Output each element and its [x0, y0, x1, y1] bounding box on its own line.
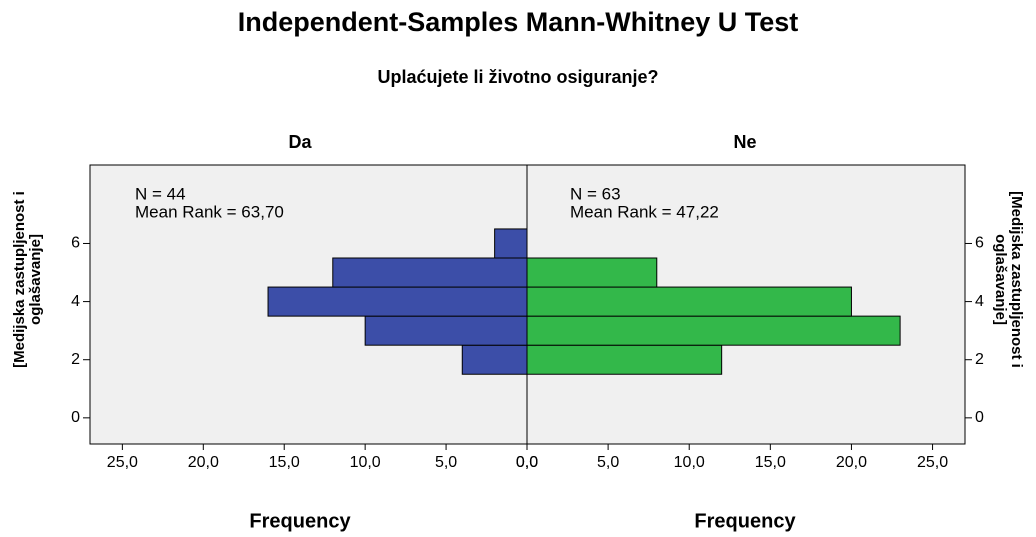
- x-axis-label: Frequency: [694, 510, 796, 532]
- y-tick-label: 0: [71, 409, 80, 426]
- annotation: N = 44: [135, 184, 186, 203]
- x-tick-label: 10,0: [350, 454, 381, 471]
- bar: [461, 344, 528, 375]
- bar: [526, 257, 658, 288]
- y2-axis-label: oglašavanje]: [992, 234, 1009, 325]
- y2-tick-label: 6: [975, 235, 984, 252]
- y2-tick-label: 2: [975, 351, 984, 368]
- y2-tick-label: 0: [975, 409, 984, 426]
- annotation: N = 63: [570, 184, 621, 203]
- x-tick-label: 15,0: [755, 454, 786, 471]
- annotation: Mean Rank = 63,70: [135, 202, 284, 221]
- y-tick-label: 6: [71, 235, 80, 252]
- y-axis-label: oglašavanje]: [27, 234, 44, 325]
- x-axis-label: Frequency: [249, 510, 351, 532]
- bar: [526, 286, 852, 317]
- x-tick-label: 20,0: [836, 454, 867, 471]
- x-tick-label: 10,0: [674, 454, 705, 471]
- annotation: Mean Rank = 47,22: [570, 202, 719, 221]
- x-tick-label: 0,0: [516, 454, 538, 471]
- y-tick-label: 4: [71, 293, 80, 310]
- chart-subtitle: Uplaćujete li životno osiguranje?: [377, 67, 658, 87]
- x-tick-label: 25,0: [107, 454, 138, 471]
- group-label: Ne: [733, 132, 756, 152]
- x-tick-label: 5,0: [597, 454, 619, 471]
- bar: [332, 257, 528, 288]
- chart-title: Independent-Samples Mann-Whitney U Test: [238, 7, 799, 37]
- x-tick-label: 15,0: [269, 454, 300, 471]
- y2-tick-label: 4: [975, 293, 984, 310]
- bar: [526, 315, 901, 346]
- x-tick-label: 25,0: [917, 454, 948, 471]
- y-tick-label: 2: [71, 351, 80, 368]
- bar: [494, 228, 528, 259]
- bar: [267, 286, 528, 317]
- y-axis-label: [Medijska zastupljenost i: [11, 191, 28, 368]
- bar: [526, 344, 723, 375]
- x-tick-label: 20,0: [188, 454, 219, 471]
- x-tick-label: 5,0: [435, 454, 457, 471]
- group-label: Da: [288, 132, 312, 152]
- x-tick-label: 0,0: [516, 454, 538, 471]
- bar: [364, 315, 528, 346]
- y2-axis-label: [Medijska zastupljenost i: [1008, 191, 1025, 368]
